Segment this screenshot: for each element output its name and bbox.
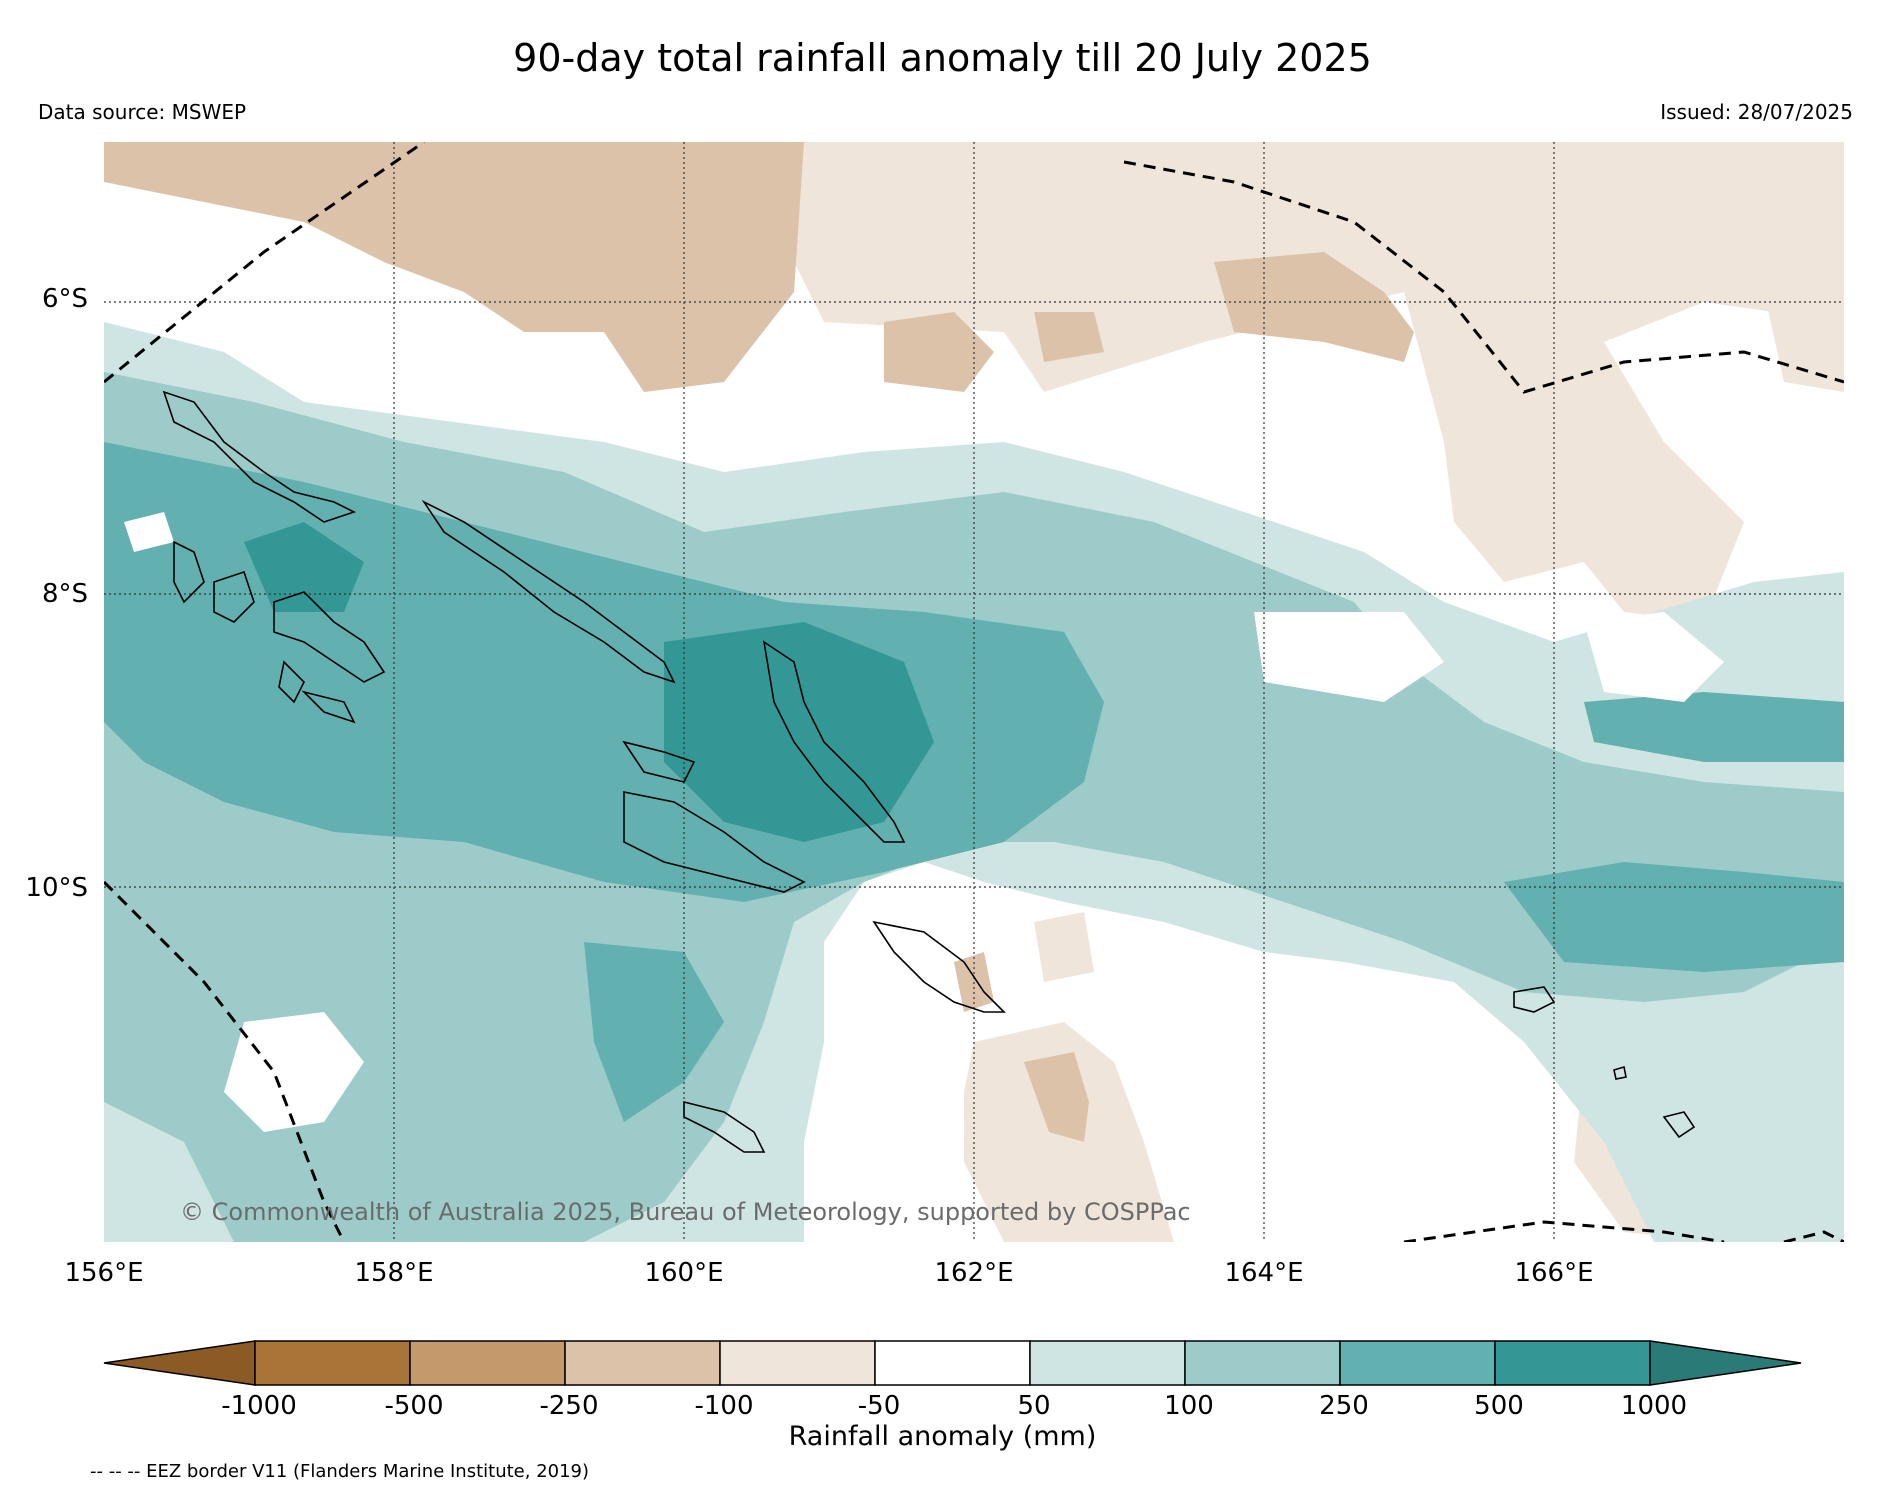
colorbar-tick: -100: [694, 1391, 754, 1421]
lon-label-164e: 164°E: [1224, 1258, 1304, 1288]
lon-label-160e: 160°E: [644, 1258, 724, 1288]
colorbar-segment: [719, 1340, 876, 1386]
colorbar-extend-high: [1649, 1340, 1802, 1386]
lat-label-6s: 6°S: [41, 284, 88, 314]
colorbar-tick: -50: [857, 1391, 901, 1421]
copyright-notice: © Commonwealth of Australia 2025, Bureau…: [180, 1198, 1191, 1226]
colorbar-tick: 50: [1017, 1391, 1051, 1421]
lon-label-158e: 158°E: [354, 1258, 434, 1288]
colorbar-segment: [1339, 1340, 1496, 1386]
colorbar-tick: 250: [1319, 1391, 1369, 1421]
colorbar-segment: [1184, 1340, 1341, 1386]
colorbar-tick: -250: [539, 1391, 599, 1421]
lon-label-162e: 162°E: [934, 1258, 1014, 1288]
colorbar-label: Rainfall anomaly (mm): [788, 1421, 1097, 1452]
map-title: 90-day total rainfall anomaly till 20 Ju…: [513, 36, 1372, 80]
colorbar-extend-low: [103, 1340, 256, 1386]
graticule: [104, 142, 1844, 1242]
lat-label-8s: 8°S: [41, 579, 88, 609]
eez-legend-note: -- -- -- EEZ border V11 (Flanders Marine…: [90, 1461, 590, 1482]
colorbar-tick: -1000: [221, 1391, 297, 1421]
rainfall-anomaly-map: [104, 142, 1844, 1242]
colorbar-tick: 1000: [1620, 1391, 1688, 1421]
colorbar-segment: [1494, 1340, 1651, 1386]
colorbar-tick: 500: [1474, 1391, 1524, 1421]
colorbar-tick: 100: [1164, 1391, 1214, 1421]
colorbar-segment: [254, 1340, 411, 1386]
colorbar-graphic: [103, 1340, 1802, 1386]
lon-label-156e: 156°E: [64, 1258, 144, 1288]
map-canvas: [104, 142, 1844, 1242]
data-source: Data source: MSWEP: [38, 100, 247, 124]
colorbar-segment: [874, 1340, 1031, 1386]
colorbar-segment: [409, 1340, 566, 1386]
lat-label-10s: 10°S: [25, 873, 88, 903]
colorbar-segment: [564, 1340, 721, 1386]
lon-label-166e: 166°E: [1514, 1258, 1594, 1288]
issued-date: Issued: 28/07/2025: [1660, 100, 1853, 124]
island-coastlines: [162, 390, 1696, 1153]
colorbar-tick: -500: [384, 1391, 444, 1421]
colorbar-segment: [1029, 1340, 1186, 1386]
colorbar: [100, 1336, 1820, 1390]
eez-borders: [104, 142, 1844, 1242]
